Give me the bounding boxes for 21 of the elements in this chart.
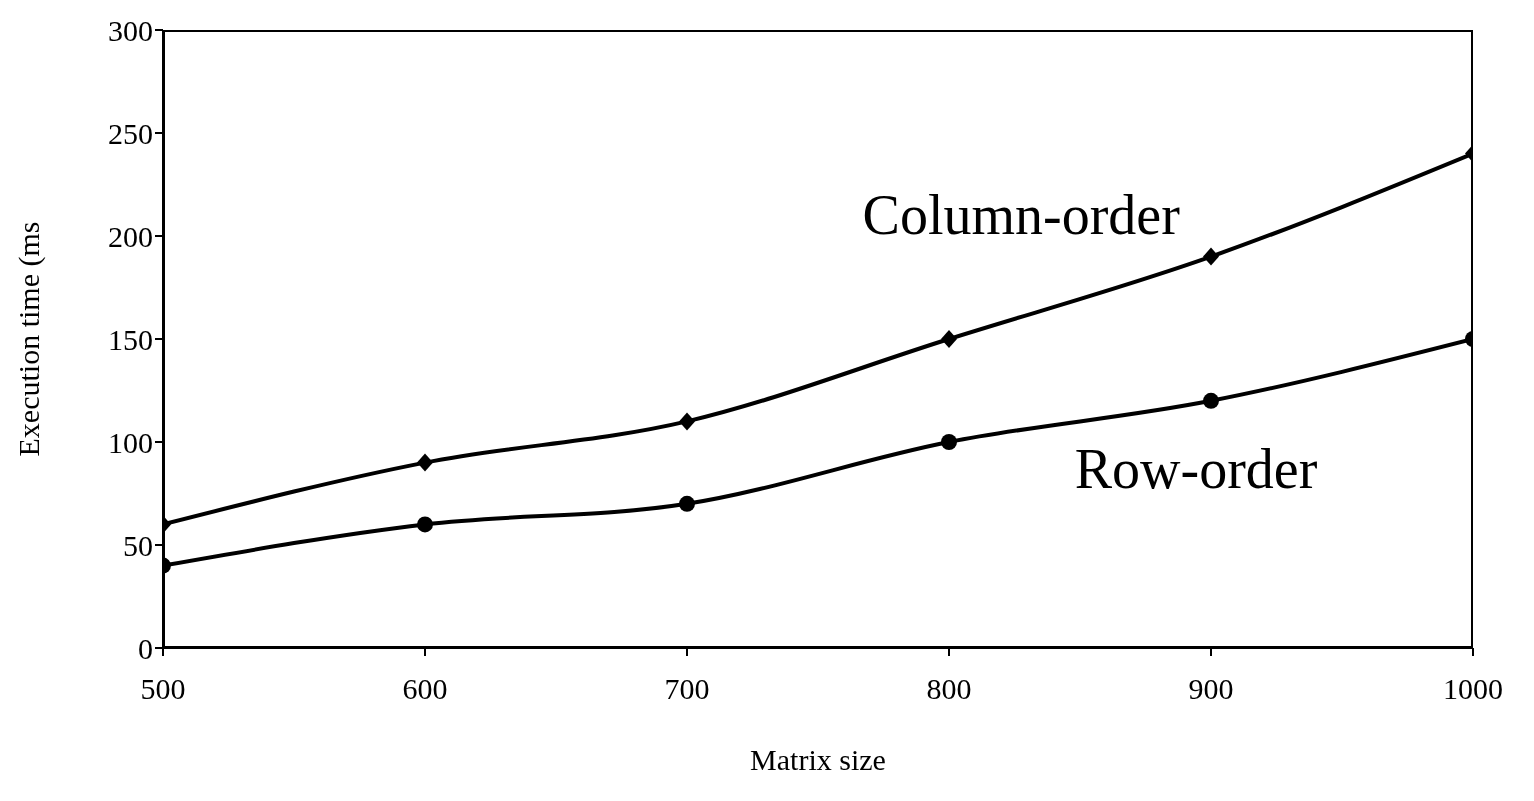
series-label: Column-order — [862, 184, 1180, 247]
y-tick-label: 150 — [108, 322, 153, 356]
series-label: Row-order — [1074, 437, 1318, 500]
y-tick-label: 50 — [123, 528, 153, 562]
y-tick-label: 250 — [108, 116, 153, 150]
x-tick-label: 700 — [664, 672, 710, 706]
y-axis-title: Execution time (ms — [11, 221, 46, 457]
x-axis-title: Matrix size — [750, 743, 886, 776]
point — [941, 330, 957, 348]
point — [679, 412, 695, 431]
x-tick-label: 800 — [926, 672, 972, 706]
point — [679, 495, 695, 512]
x-tick-label: 600 — [402, 672, 448, 706]
y-tick-label: 0 — [138, 631, 153, 665]
x-tick-label: 1000 — [1443, 672, 1503, 706]
point — [941, 434, 957, 450]
y-tick-label: 200 — [108, 219, 153, 253]
y-tick-label: 100 — [108, 425, 153, 459]
x-tick-label: 500 — [140, 672, 186, 706]
y-tick-label: 300 — [108, 13, 153, 47]
x-tick-label: 900 — [1188, 672, 1234, 706]
